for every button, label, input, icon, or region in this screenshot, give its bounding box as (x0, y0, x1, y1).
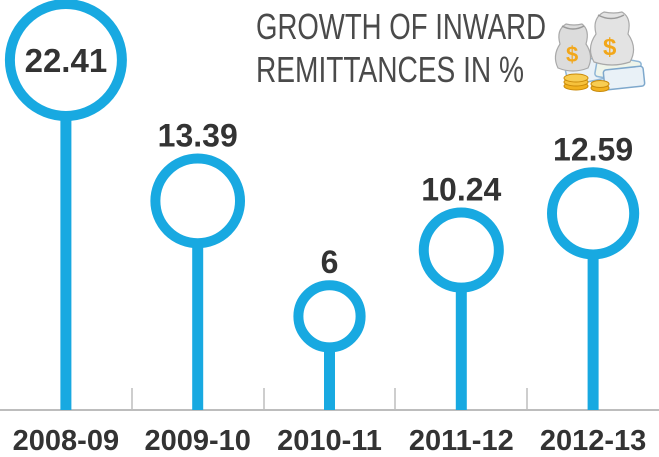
x-tick-label: 2012-13 (540, 425, 646, 457)
lollipop-circle (293, 280, 366, 353)
lollipop-circle (150, 153, 246, 249)
lollipop-circle (546, 167, 640, 260)
value-label: 13.39 (158, 118, 238, 154)
x-tick-label: 2008-09 (13, 425, 119, 457)
lollipop-stems (60, 116, 599, 410)
value-label: 12.59 (553, 131, 633, 167)
lollipop-circle (418, 207, 504, 293)
category-dividers (131, 388, 528, 410)
x-tick-label: 2011-12 (409, 425, 514, 457)
chart-title-line-2: REMITTANCES IN % (256, 49, 524, 90)
value-label: 6 (321, 244, 339, 280)
money-bags-icon: $ $ (554, 11, 646, 92)
lollipop-circle (4, 0, 127, 121)
value-label: 10.24 (421, 172, 501, 208)
chart-title-line-1: GROWTH OF INWARD (256, 6, 546, 47)
value-label: 22.41 (25, 42, 108, 79)
svg-text:$: $ (603, 34, 617, 61)
lollipop-circles (4, 0, 640, 353)
chart-title: GROWTH OF INWARD REMITTANCES IN % (256, 6, 546, 90)
x-tick-label: 2010-11 (277, 425, 382, 457)
svg-text:$: $ (566, 42, 578, 67)
x-tick-labels: 2008-09 2009-10 2010-11 2011-12 2012-13 (13, 425, 647, 457)
x-tick-label: 2009-10 (144, 425, 250, 457)
value-labels: 22.41 13.39 6 10.24 12.59 (25, 42, 634, 280)
